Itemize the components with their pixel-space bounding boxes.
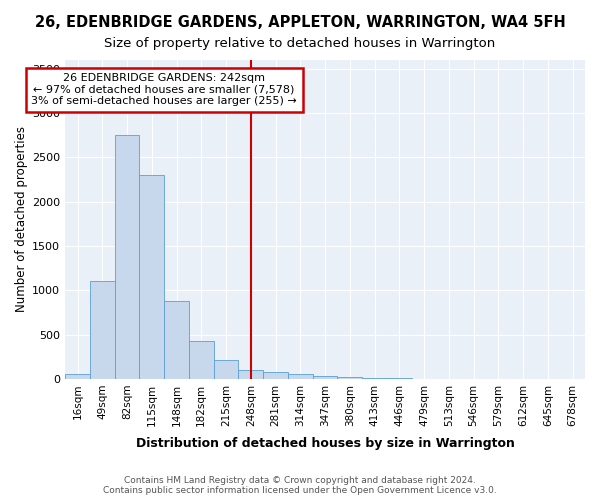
Bar	[90, 282, 115, 379]
Text: 26, EDENBRIDGE GARDENS, APPLETON, WARRINGTON, WA4 5FH: 26, EDENBRIDGE GARDENS, APPLETON, WARRIN…	[35, 15, 565, 30]
Bar	[263, 372, 288, 379]
Text: Contains HM Land Registry data © Crown copyright and database right 2024.
Contai: Contains HM Land Registry data © Crown c…	[103, 476, 497, 495]
X-axis label: Distribution of detached houses by size in Warrington: Distribution of detached houses by size …	[136, 437, 515, 450]
Bar	[362, 378, 387, 379]
Bar	[139, 175, 164, 379]
Bar	[313, 376, 337, 379]
Text: Size of property relative to detached houses in Warrington: Size of property relative to detached ho…	[104, 38, 496, 51]
Bar	[214, 360, 238, 379]
Bar	[337, 377, 362, 379]
Bar	[65, 374, 90, 379]
Bar	[189, 341, 214, 379]
Bar	[115, 136, 139, 379]
Y-axis label: Number of detached properties: Number of detached properties	[15, 126, 28, 312]
Bar	[164, 301, 189, 379]
Text: 26 EDENBRIDGE GARDENS: 242sqm
← 97% of detached houses are smaller (7,578)
3% of: 26 EDENBRIDGE GARDENS: 242sqm ← 97% of d…	[31, 74, 297, 106]
Bar	[288, 374, 313, 379]
Bar	[238, 370, 263, 379]
